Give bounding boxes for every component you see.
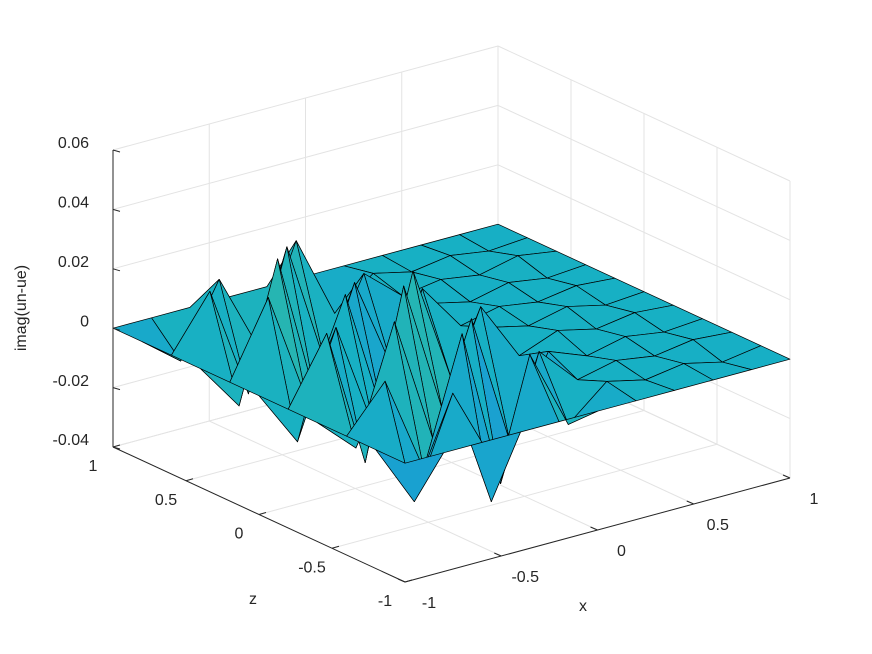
tick-mark <box>397 578 406 583</box>
z-tick-label: 0.02 <box>58 254 89 271</box>
tick-mark <box>112 387 121 391</box>
x-tick-label: 0.5 <box>707 517 729 534</box>
tick-mark <box>590 526 598 531</box>
y-tick-label: -0.5 <box>298 559 326 576</box>
z-tick-label: -0.02 <box>53 373 90 390</box>
z-tick-label: 0.04 <box>58 195 89 212</box>
y-axis-label: z <box>249 591 257 608</box>
y-tick-label: 0.5 <box>155 492 177 509</box>
x-tick-label: -1 <box>422 595 436 612</box>
grid-line <box>497 45 791 182</box>
tick-mark <box>112 444 121 448</box>
z-axis-label: imag(un-ue) <box>13 265 30 351</box>
tick-mark <box>112 208 121 212</box>
grid-line <box>497 164 791 301</box>
x-tick-label: -0.5 <box>511 569 539 586</box>
tick-mark <box>782 474 791 479</box>
tick-mark <box>494 552 502 557</box>
tick-mark <box>112 268 121 272</box>
grid-line <box>112 164 499 270</box>
tick-mark <box>185 478 194 482</box>
z-tick-label: 0.06 <box>58 135 89 152</box>
tick-mark <box>404 579 413 583</box>
grid-line <box>497 104 791 241</box>
tick-mark <box>112 446 121 450</box>
z-tick-label: -0.04 <box>53 432 90 449</box>
tick-mark <box>331 545 340 549</box>
grid-line <box>258 410 645 515</box>
grid-line <box>331 443 718 549</box>
y-tick-label: -1 <box>378 593 392 610</box>
surface-patch <box>375 449 444 503</box>
x-axis-label: x <box>579 598 587 615</box>
y-tick-label: 1 <box>89 458 98 475</box>
x-tick-label: 1 <box>810 491 819 508</box>
z-tick-label: 0 <box>80 313 89 330</box>
tick-mark <box>258 512 267 515</box>
tick-mark <box>112 327 121 331</box>
x-tick-label: 0 <box>617 543 626 560</box>
tick-mark <box>686 500 694 505</box>
grid-line <box>112 104 499 210</box>
tick-mark <box>112 149 121 153</box>
grid-line <box>112 45 499 151</box>
y-tick-label: 0 <box>235 526 244 543</box>
